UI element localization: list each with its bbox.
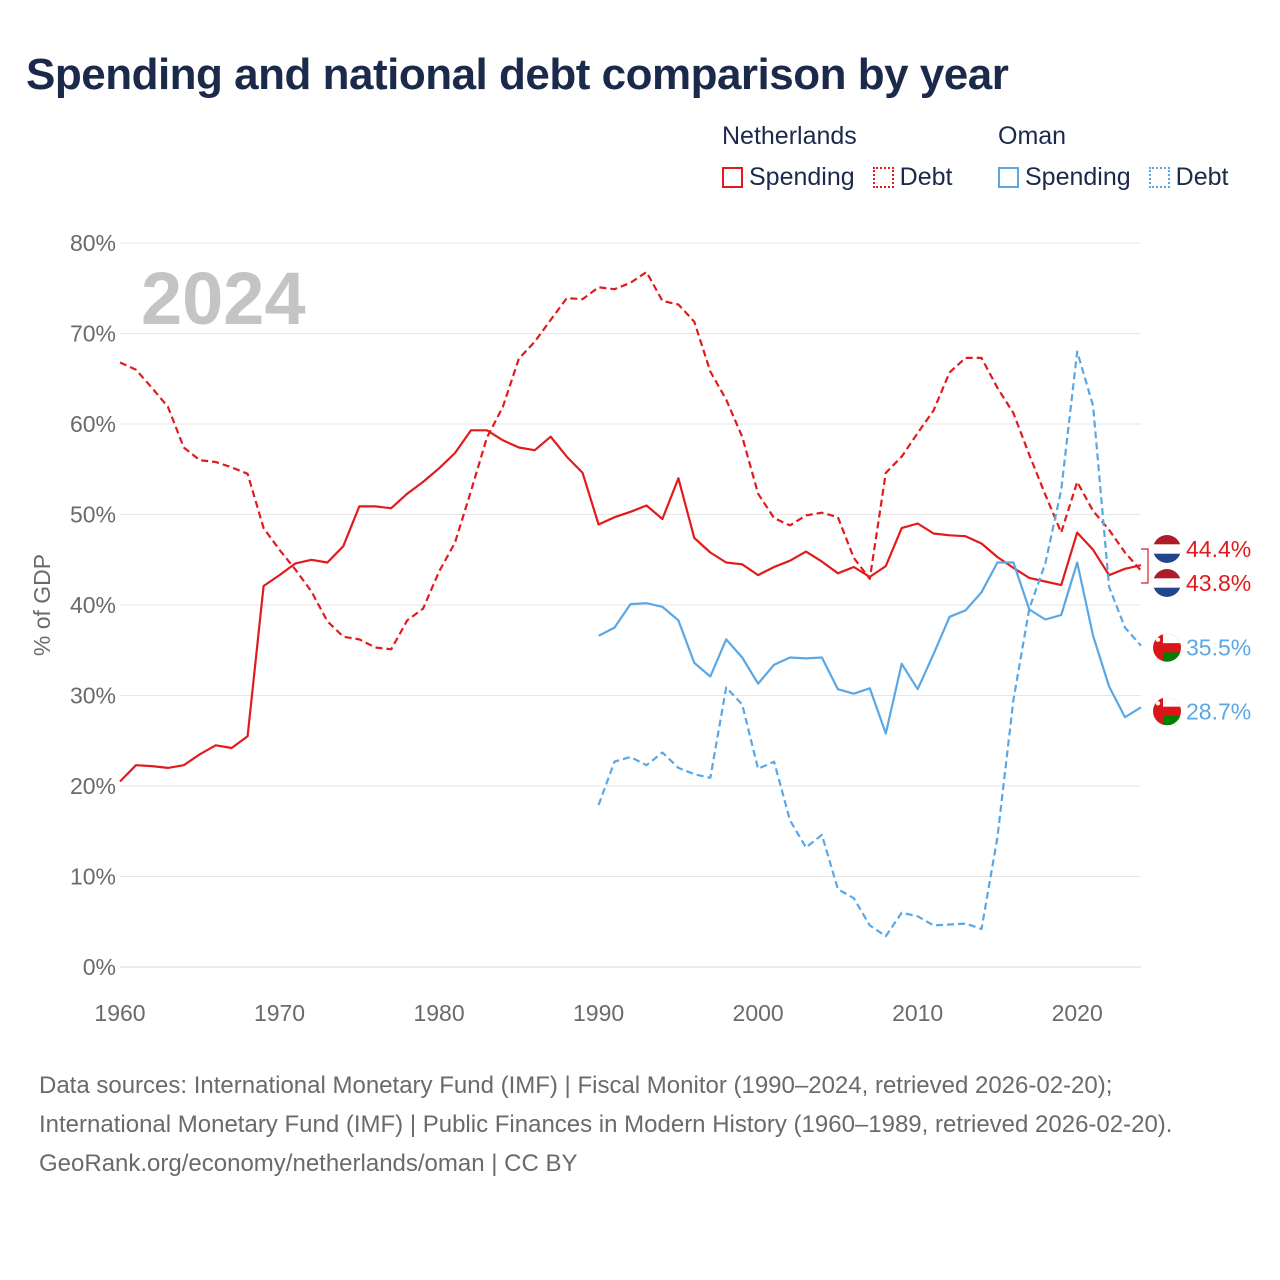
flag-netherlands-debt-icon (1153, 569, 1181, 597)
y-tick-label: 10% (70, 864, 116, 890)
end-label-netherlands-debt: 43.8% (1186, 570, 1251, 596)
flag-oman-debt-icon (1153, 633, 1181, 662)
flag-netherlands-spending-icon (1153, 535, 1181, 563)
x-tick-label: 2020 (1052, 1000, 1103, 1026)
legend-label-oman-spending: Spending (1025, 163, 1131, 191)
legend-swatch-solid-blue (998, 167, 1019, 188)
y-tick-label: 70% (70, 321, 116, 347)
x-tick-label: 1980 (413, 1000, 464, 1026)
end-label-oman-debt: 35.5% (1186, 635, 1251, 661)
legend-swatch-dotted-red (872, 167, 894, 188)
end-label-netherlands-spending: 44.4% (1186, 536, 1251, 562)
end-label-oman-spending: 28.7% (1186, 698, 1251, 724)
legend-netherlands: Netherlands Spending Debt (722, 122, 970, 192)
legend-label-oman-debt: Debt (1175, 163, 1229, 191)
series-line-netherlands-debt (119, 270, 1142, 651)
year-watermark: 2024 (141, 257, 306, 340)
y-tick-label: 40% (70, 592, 116, 618)
series-line-netherlands-spending (119, 429, 1142, 783)
series-line-oman-spending (598, 561, 1142, 735)
series-line-oman-debt (597, 350, 1142, 938)
x-tick-label: 2010 (892, 1000, 943, 1026)
legend-item-oman-debt[interactable]: Debt (1148, 163, 1229, 192)
y-tick-label: 0% (83, 954, 116, 980)
y-tick-label: 20% (70, 773, 116, 799)
flag-oman-spending-icon (1153, 697, 1181, 726)
end-bracket-netherlands (1141, 548, 1149, 584)
x-tick-label: 1960 (94, 1000, 145, 1026)
x-tick-label: 2000 (733, 1000, 784, 1026)
credit-link[interactable]: GeoRank.org/economy/netherlands/oman | C… (39, 1150, 578, 1177)
chart-title: Spending and national debt comparison by… (26, 50, 1009, 99)
y-tick-label: 50% (70, 502, 116, 528)
footer: Data sources: International Monetary Fun… (39, 1066, 1239, 1183)
legend-label-netherlands-debt: Debt (899, 163, 953, 191)
legend-swatch-solid-red (722, 167, 743, 188)
y-axis-label: % of GDP (29, 554, 55, 656)
y-tick-label: 60% (70, 411, 116, 437)
x-tick-label: 1970 (254, 1000, 305, 1026)
line-chart: 0% 10% 20% 30% 40% 50% 60% 70% 80% 1960 1970 1980 19… (29, 230, 1251, 1026)
legend-country-netherlands: Netherlands (722, 122, 857, 150)
y-tick-label: 80% (70, 230, 116, 256)
legend-item-oman-spending[interactable]: Spending (998, 163, 1131, 192)
data-sources: Data sources: International Monetary Fun… (39, 1072, 1173, 1138)
legend-item-netherlands-spending[interactable]: Spending (722, 163, 855, 192)
legend-oman: Oman Spending Debt (998, 122, 1246, 192)
legend-item-netherlands-debt[interactable]: Debt (872, 163, 953, 192)
legend-label-netherlands-spending: Spending (749, 163, 855, 191)
legend-country-oman: Oman (998, 122, 1067, 150)
y-tick-label: 30% (70, 683, 116, 709)
legend-swatch-dotted-blue (1148, 167, 1170, 188)
x-tick-label: 1990 (573, 1000, 624, 1026)
